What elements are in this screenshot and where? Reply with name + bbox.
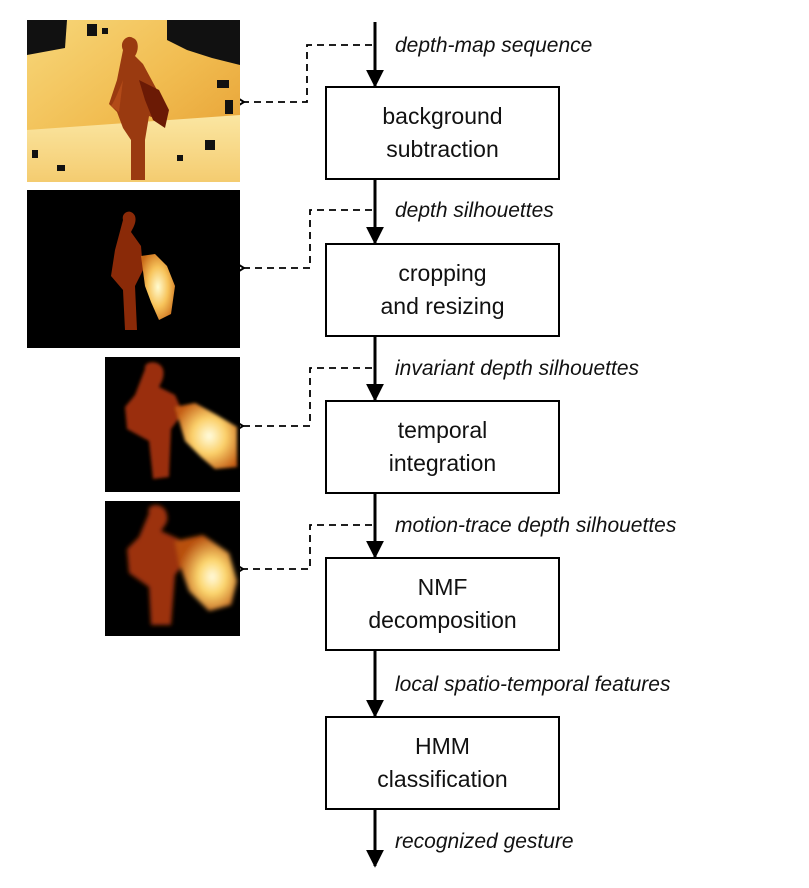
stage-temporal-integration: temporal integration — [325, 400, 560, 494]
flow-label-depth-silhouettes: depth silhouettes — [395, 199, 554, 222]
dashed-connector-2 — [233, 209, 372, 275]
invariant-silhouette-thumbnail — [105, 357, 240, 492]
stage-label-line2: classification — [377, 766, 508, 792]
depth-map-thumbnail — [27, 20, 240, 182]
stage-label-line1: temporal — [397, 417, 488, 443]
stage-background-subtraction: background subtraction — [325, 86, 560, 180]
flow-label-recognized-gesture: recognized gesture — [395, 830, 574, 853]
stage-label-line2: and resizing — [380, 293, 505, 319]
stage-label-line1: cropping — [398, 260, 487, 286]
stage-cropping-resizing: cropping and resizing — [325, 243, 560, 337]
flow-label-depth-map-sequence: depth-map sequence — [395, 34, 593, 57]
stage-label-line1: NMF — [417, 574, 468, 600]
flow-label-invariant-depth-silhouettes: invariant depth silhouettes — [395, 357, 639, 380]
stage-label-line1: HMM — [415, 733, 470, 759]
stage-nmf-decomposition: NMF decomposition — [325, 557, 560, 651]
stage-hmm-classification: HMM classification — [325, 716, 560, 810]
flow-label-motion-trace-depth-silhouettes: motion-trace depth silhouettes — [395, 514, 677, 537]
stage-label-line1: background — [382, 103, 503, 129]
stage-label-line2: integration — [388, 450, 497, 476]
dashed-connector-3 — [232, 367, 372, 433]
stage-label-line2: decomposition — [368, 607, 517, 633]
flow-label-local-spatio-temporal-features: local spatio-temporal features — [395, 673, 671, 696]
dashed-connector-4 — [232, 524, 372, 576]
motion-trace-thumbnail — [105, 501, 240, 636]
depth-silhouette-thumbnail — [27, 190, 240, 348]
stage-label-line2: subtraction — [386, 136, 499, 162]
